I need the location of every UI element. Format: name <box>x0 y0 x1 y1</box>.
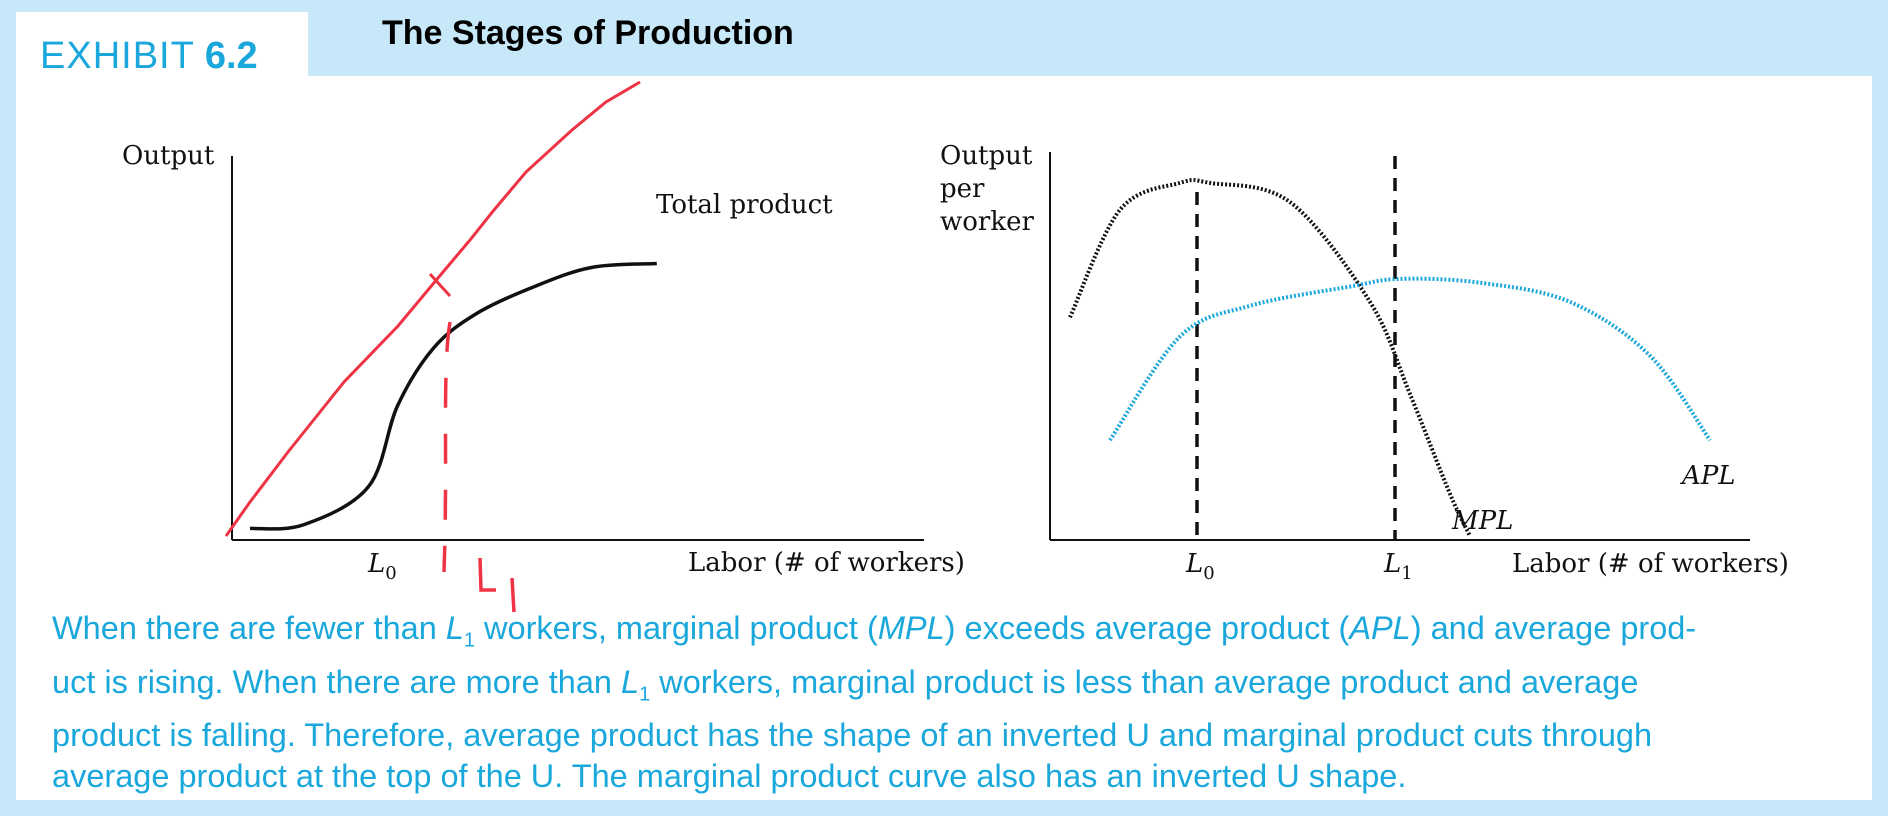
exhibit-number: 6.2 <box>204 34 258 77</box>
cap2-l: L <box>621 663 640 700</box>
exhibit-title: The Stages of Production <box>382 14 794 52</box>
right-tick-l1-sub: 1 <box>1401 563 1412 584</box>
exhibit-word: EXHIBIT <box>40 34 195 77</box>
left-tick-l0-sub: 0 <box>385 563 396 584</box>
cap1-sub: 1 <box>463 629 476 652</box>
left-tick-l0-letter: L <box>367 549 385 579</box>
right-tick-l0: L0 <box>1185 549 1215 584</box>
handwritten-l1-mark <box>478 557 516 613</box>
left-x-axis-label: Labor (# of workers) <box>688 548 965 578</box>
right-tick-l0-sub: 0 <box>1203 563 1214 584</box>
cap1-a: When there are fewer than <box>52 610 446 646</box>
exhibit-label: EXHIBIT 6.2 <box>16 12 308 100</box>
mpl-curve <box>1068 178 1472 538</box>
right-tick-l1-letter: L <box>1383 549 1401 579</box>
cap1-l: L <box>445 610 464 646</box>
left-tick-l0: L0 <box>367 549 397 584</box>
mpl-label: MPL <box>1451 506 1513 536</box>
left-chart: Output Labor (# of workers) L0 Total pro… <box>122 80 965 613</box>
right-chart: Output per worker Labor (# of workers) L… <box>940 141 1789 584</box>
tangent-ray-line <box>224 80 641 537</box>
exhibit-panel <box>16 76 1872 800</box>
right-tick-l1: L1 <box>1383 549 1413 584</box>
tangency-mark <box>428 272 452 298</box>
right-x-axis-label: Labor (# of workers) <box>1512 549 1789 579</box>
right-tick-l0-letter: L <box>1185 549 1203 579</box>
cap2-a: uct is rising. When there are more than <box>52 663 622 700</box>
right-y-axis-label-line3: worker <box>940 207 1034 237</box>
right-y-axis-label-line2: per <box>940 174 985 204</box>
cap1-d: ) and average prod- <box>1410 610 1697 646</box>
left-y-axis-label: Output <box>122 141 215 171</box>
caption-line-1: When there are fewer than L1 workers, ma… <box>52 608 1852 662</box>
dashed-marker-line <box>442 321 452 573</box>
cap2-sub: 1 <box>639 683 651 705</box>
apl-label: APL <box>1680 461 1736 491</box>
cap1-apl: APL <box>1349 610 1411 646</box>
caption-line-4: average product at the top of the U. The… <box>52 758 1407 794</box>
caption-line-2: uct is rising. When there are more than … <box>52 662 1852 716</box>
caption-line-3: product is falling. Therefore, average p… <box>52 717 1653 753</box>
right-y-axis-label-line1: Output <box>940 141 1033 171</box>
apl-curve <box>1108 276 1712 442</box>
total-product-curve <box>249 261 657 531</box>
total-product-label: Total product <box>656 190 833 220</box>
cap2-b: workers, marginal product is less than a… <box>650 663 1639 700</box>
cap1-b: workers, marginal product ( <box>475 610 878 646</box>
cap1-mpl: MPL <box>877 610 945 646</box>
figure-caption: When there are fewer than L1 workers, ma… <box>52 608 1852 797</box>
cap1-c: ) exceeds average product ( <box>944 610 1350 646</box>
